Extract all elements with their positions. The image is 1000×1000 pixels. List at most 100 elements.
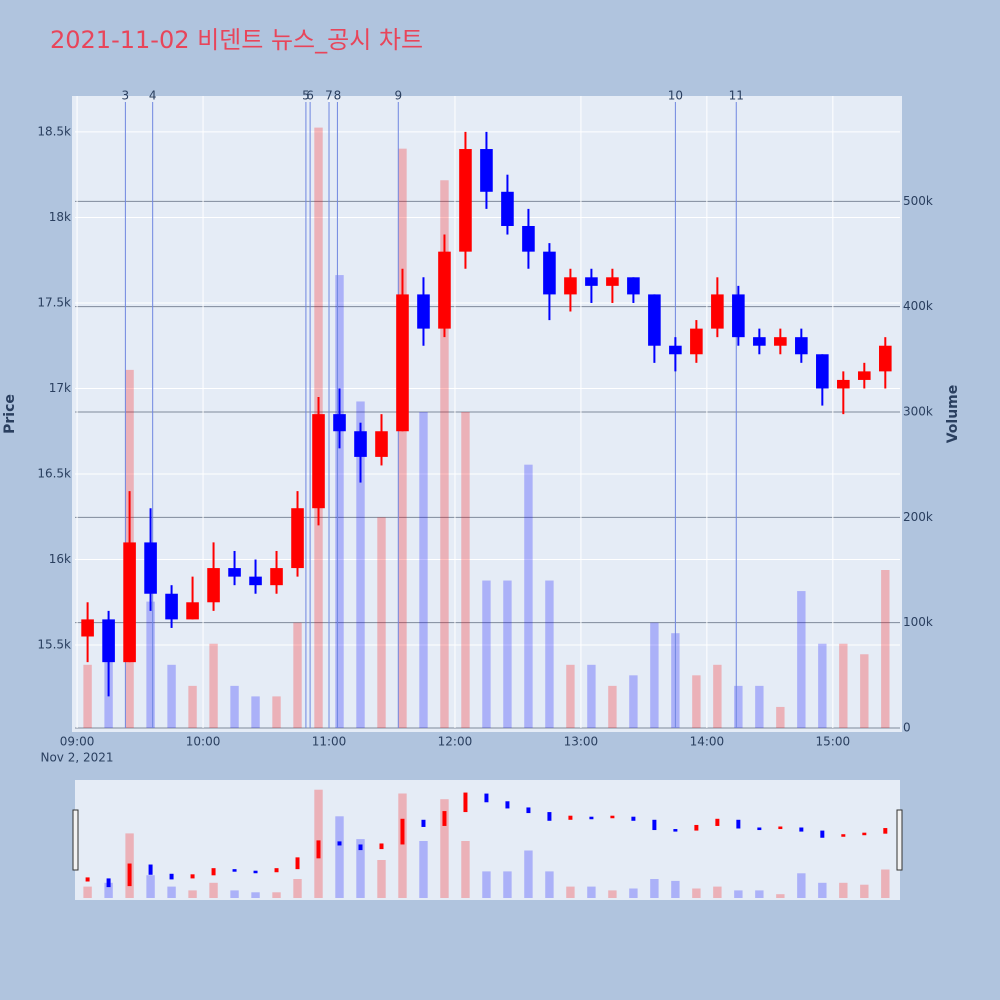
candle-body (858, 371, 871, 380)
volume-bar (209, 643, 218, 728)
candle-body (711, 294, 724, 329)
mini-volume-bar (545, 871, 554, 898)
candle-body (417, 294, 430, 329)
candle-body (585, 277, 598, 286)
mini-volume-bar (524, 850, 533, 898)
volume-bar (692, 675, 701, 728)
y-axis-label: Price (2, 394, 18, 434)
news-label: 4 (149, 89, 157, 103)
volume-bar (419, 412, 428, 728)
mini-volume-bar (83, 886, 92, 898)
y2-tick-label: 0 (903, 721, 911, 735)
mini-volume-bar (776, 894, 785, 898)
volume-bar (335, 275, 344, 728)
x-tick-label: 14:00 (690, 735, 725, 749)
candle-body (837, 379, 850, 389)
mini-volume-bar (482, 871, 491, 898)
mini-volume-bar (398, 793, 407, 898)
candle-body (690, 328, 703, 355)
candle-body (816, 354, 829, 389)
mini-volume-bar (503, 871, 512, 898)
mini-volume-bar (335, 816, 344, 898)
y-tick-label: 15.5k (37, 638, 71, 652)
volume-bar (293, 622, 302, 728)
candle-body (753, 337, 766, 346)
mini-volume-bar (293, 879, 302, 898)
chart-title: 2021-11-02 비덴트 뉴스_공시 차트 (50, 26, 423, 54)
candle-body (81, 619, 94, 637)
mini-volume-bar (209, 882, 218, 898)
volume-bar (566, 664, 575, 728)
news-label: 3 (122, 89, 130, 103)
mini-volume-bar (650, 879, 659, 898)
candle-body (396, 294, 409, 432)
candle-body (795, 337, 808, 355)
candle-body (564, 277, 577, 295)
candle-body (669, 345, 682, 355)
mini-volume-bar (797, 873, 806, 898)
candle-body (438, 251, 451, 329)
news-label: 6 (306, 89, 314, 103)
volume-bar (608, 685, 617, 728)
mini-volume-bar (629, 888, 638, 898)
volume-bar (356, 401, 365, 728)
volume-bar (755, 685, 764, 728)
mini-volume-bar (818, 882, 827, 898)
candle-body (459, 149, 472, 252)
candle-body (144, 542, 157, 594)
y2-tick-label: 100k (903, 615, 933, 629)
news-label: 8 (334, 89, 342, 103)
x-tick-label: 09:00 (60, 735, 95, 749)
candle-body (732, 294, 745, 338)
slider-handle[interactable] (72, 809, 79, 871)
volume-bar (839, 643, 848, 728)
y2-tick-label: 400k (903, 299, 933, 313)
mini-volume-bar (146, 875, 155, 898)
y2-axis-label: Volume (945, 385, 961, 444)
volume-bar (188, 685, 197, 728)
candle-body (333, 414, 346, 432)
volume-bar (461, 412, 470, 728)
volume-bar (797, 591, 806, 728)
y-tick-label: 18.5k (37, 124, 71, 138)
mini-volume-bar (692, 888, 701, 898)
volume-bar (587, 664, 596, 728)
y2-tick-label: 300k (903, 405, 933, 419)
mini-volume-bar (377, 860, 386, 898)
volume-bar (230, 685, 239, 728)
x-tick-label: 11:00 (312, 735, 347, 749)
candle-body (480, 149, 493, 192)
y-tick-label: 16.5k (37, 467, 71, 481)
candle-body (501, 191, 514, 226)
candle-body (270, 568, 283, 586)
candle-body (522, 225, 535, 252)
y-tick-label: 16k (49, 552, 71, 566)
candle-body (291, 508, 304, 569)
mini-volume-bar (356, 839, 365, 898)
volume-bar (860, 654, 869, 728)
volume-bar (713, 664, 722, 728)
mini-volume-bar (167, 886, 176, 898)
candle-body (606, 277, 619, 286)
mini-volume-bar (860, 884, 869, 898)
mini-volume-bar (188, 890, 197, 898)
y2-tick-label: 500k (903, 194, 933, 208)
candle-body (123, 542, 136, 663)
candle-body (648, 294, 661, 346)
slider-handle[interactable] (896, 809, 903, 871)
candle-body (774, 337, 787, 346)
x-tick-label: 15:00 (816, 735, 851, 749)
candle-body (879, 345, 892, 372)
mini-volume-bar (461, 841, 470, 898)
candle-body (543, 251, 556, 295)
x-axis-label: Nov 2, 2021 (40, 751, 113, 765)
mini-volume-bar (671, 880, 680, 898)
volume-bar (503, 580, 512, 728)
y-tick-label: 17.5k (37, 295, 71, 309)
x-tick-label: 13:00 (564, 735, 599, 749)
news-label: 10 (668, 89, 683, 103)
candle-body (228, 568, 241, 577)
mini-volume-bar (587, 886, 596, 898)
mini-volume-bar (881, 869, 890, 898)
x-tick-label: 12:00 (438, 735, 473, 749)
